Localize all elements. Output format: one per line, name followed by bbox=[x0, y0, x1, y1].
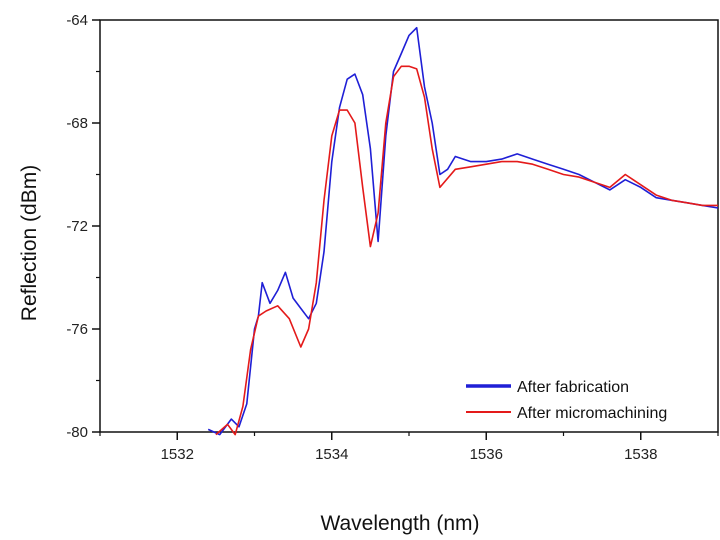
x-axis-title: Wavelength (nm) bbox=[320, 512, 479, 535]
y-tick-label: -72 bbox=[66, 218, 88, 235]
legend: After fabrication After micromachining bbox=[466, 379, 667, 422]
legend-label-micromachining: After micromachining bbox=[517, 405, 667, 422]
series-layer bbox=[207, 26, 719, 436]
x-axis: 1532 1534 1536 1538 bbox=[99, 432, 719, 463]
y-tick-label: -80 bbox=[66, 424, 88, 441]
y-tick-label: -76 bbox=[66, 321, 88, 338]
legend-label-fabrication: After fabrication bbox=[517, 379, 629, 396]
x-tick-label: 1532 bbox=[161, 446, 194, 463]
y-axis-title: Reflection (dBm) bbox=[18, 165, 41, 321]
plot-area bbox=[99, 19, 719, 433]
x-tick-label: 1536 bbox=[470, 446, 503, 463]
x-tick-label: 1538 bbox=[624, 446, 657, 463]
x-tick-label: 1534 bbox=[315, 446, 348, 463]
series-line-after-fabrication bbox=[207, 26, 719, 436]
plot-frame bbox=[99, 19, 719, 433]
y-tick-label: -64 bbox=[66, 12, 88, 29]
series-line-after-micromachining bbox=[215, 65, 718, 436]
y-tick-label: -68 bbox=[66, 115, 88, 132]
y-axis: -80 -76 -72 -68 -64 bbox=[66, 12, 100, 441]
